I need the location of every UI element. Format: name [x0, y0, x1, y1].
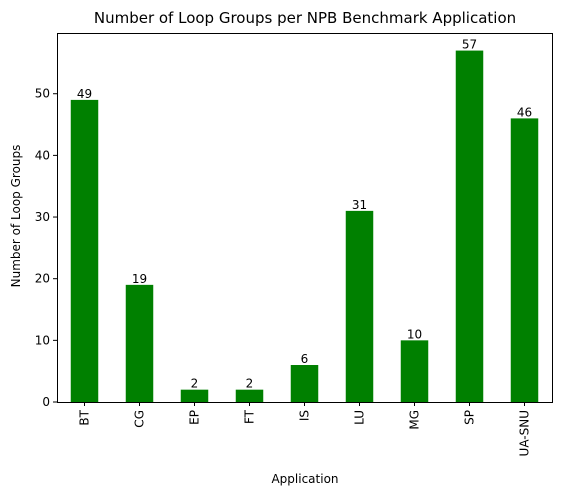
- x-tick-label-lu: LU: [353, 410, 367, 425]
- x-axis-ticks: BT CG EP FT IS LU MG SP UA-SNU: [78, 402, 532, 456]
- bars-group: 49 19 2 2 6 31 10 57 46: [70, 38, 539, 402]
- y-tick-label: 0: [42, 395, 50, 409]
- bar-sp: [455, 50, 484, 402]
- x-tick-label-cg: CG: [133, 410, 147, 428]
- y-tick-label: 30: [35, 210, 50, 224]
- data-label-ua-snu: 46: [517, 105, 532, 119]
- data-label-bt: 49: [77, 87, 92, 101]
- x-tick-label-ua-snu: UA-SNU: [518, 410, 532, 456]
- bar-mg: [400, 340, 429, 402]
- x-tick-label-ep: EP: [188, 410, 202, 425]
- x-tick-label-ft: FT: [243, 409, 257, 424]
- y-tick-label: 40: [35, 148, 50, 162]
- x-tick-label-is: IS: [298, 410, 312, 421]
- y-axis-label: Number of Loop Groups: [9, 145, 23, 288]
- x-tick-label-bt: BT: [78, 409, 92, 425]
- y-tick-label: 20: [35, 272, 50, 286]
- data-label-is: 6: [301, 352, 309, 366]
- x-axis-label: Application: [271, 472, 338, 486]
- data-label-sp: 57: [462, 38, 477, 52]
- data-label-ft: 2: [246, 377, 254, 391]
- bar-ua-snu: [510, 118, 539, 402]
- y-axis-ticks: 0 10 20 30 40 50: [35, 87, 57, 409]
- bar-is: [290, 365, 319, 402]
- y-tick-label: 50: [35, 87, 50, 101]
- data-label-ep: 2: [191, 377, 199, 391]
- bar-ep: [180, 389, 209, 402]
- data-label-cg: 19: [132, 272, 147, 286]
- x-tick-label-mg: MG: [408, 410, 422, 430]
- bar-lu: [345, 210, 374, 402]
- chart-title: Number of Loop Groups per NPB Benchmark …: [94, 9, 516, 27]
- x-tick-label-sp: SP: [463, 410, 477, 425]
- bar-bt: [70, 99, 99, 402]
- data-label-mg: 10: [407, 327, 422, 341]
- y-tick-label: 10: [35, 333, 50, 347]
- bar-ft: [235, 389, 264, 402]
- bar-cg: [125, 284, 154, 402]
- data-label-lu: 31: [352, 198, 367, 212]
- plot-frame: [57, 33, 553, 403]
